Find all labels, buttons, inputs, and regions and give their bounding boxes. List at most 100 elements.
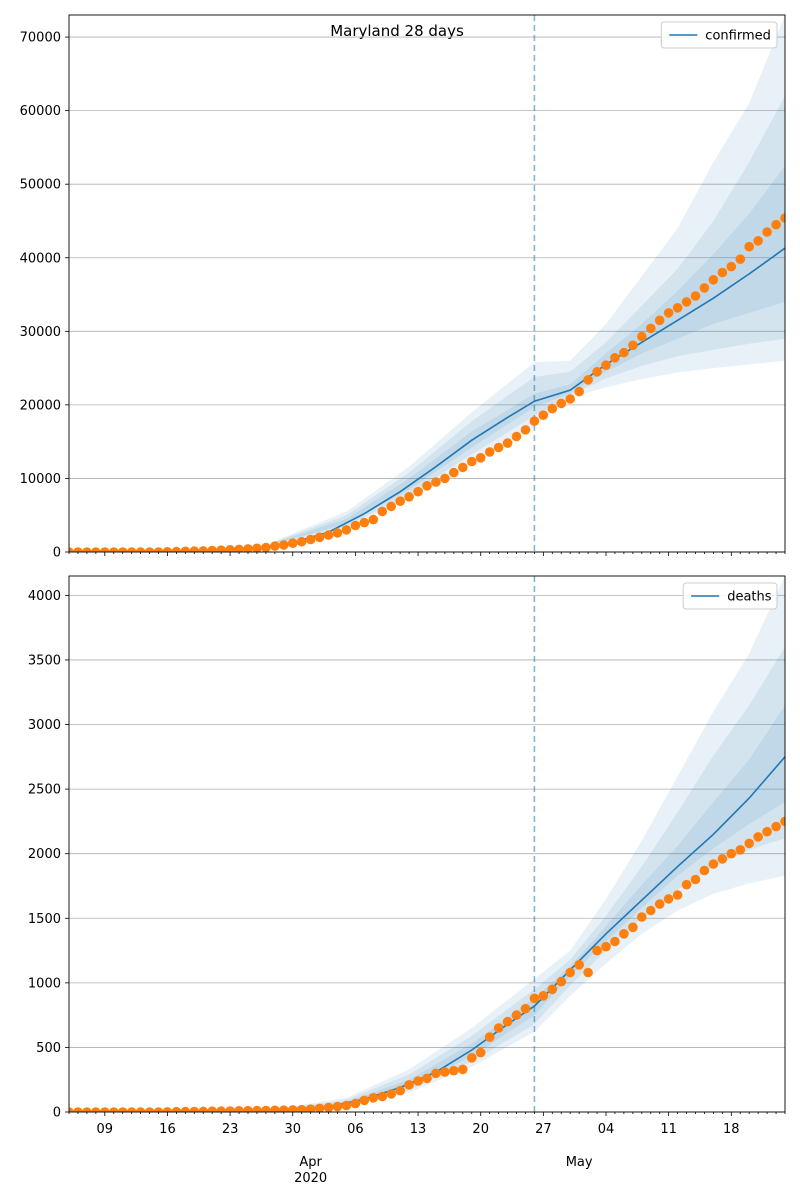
y-tick-label: 1500 (28, 912, 61, 927)
y-tick-label: 0 (53, 546, 61, 561)
observed-point (314, 532, 325, 543)
plot-area (69, 15, 799, 552)
observed-point (744, 241, 754, 252)
observed-point (699, 283, 710, 293)
observed-point (171, 1106, 182, 1112)
observed-point (789, 813, 799, 823)
y-tick-label: 4000 (28, 589, 61, 604)
observed-point (511, 1010, 522, 1020)
observed-point (270, 1105, 280, 1112)
observed-point (296, 1104, 307, 1112)
legend-label: confirmed (705, 29, 771, 44)
observed-point (699, 865, 710, 876)
observed-point (234, 1106, 244, 1112)
observed-point (762, 227, 772, 237)
observed-point (207, 545, 217, 552)
observed-point (252, 1105, 262, 1112)
observed-point (789, 207, 799, 217)
observed-point (753, 236, 763, 246)
observed-point (493, 1023, 504, 1033)
observed-point (261, 542, 271, 552)
x-tick-label: 23 (222, 1122, 239, 1137)
observed-point (314, 1103, 325, 1112)
observed-point (592, 367, 602, 377)
observed-point (619, 347, 629, 358)
observed-point (708, 275, 719, 285)
observed-point (117, 547, 128, 552)
observed-point (449, 1065, 459, 1076)
observed-point (243, 1105, 253, 1112)
observed-point (279, 1105, 289, 1112)
observed-point (323, 1102, 334, 1112)
observed-point (493, 442, 504, 453)
y-tick-label: 20000 (20, 398, 61, 413)
y-tick-label: 3500 (28, 653, 61, 668)
x-tick-label: 04 (598, 1122, 615, 1137)
observed-point (780, 213, 785, 223)
observed-point (198, 546, 209, 552)
observed-point (538, 991, 549, 1001)
uncertainty-band (274, 576, 785, 1112)
observed-point (279, 540, 289, 550)
observed-point (484, 1032, 495, 1042)
y-tick-label: 0 (53, 1106, 61, 1121)
observed-point (440, 473, 450, 484)
observed-point (270, 541, 280, 551)
observed-point (368, 1093, 379, 1103)
observed-point (556, 398, 567, 409)
legend-label: deaths (727, 590, 772, 605)
x-tick-label: 16 (159, 1122, 176, 1137)
x-month-label: Apr (299, 1155, 322, 1170)
deaths-panel: 0 500 1000 1500 2000 2500 3000 3500 4000 deaths (28, 575, 799, 1121)
x-tick-label: 20 (472, 1122, 489, 1137)
observed-point (538, 410, 549, 421)
observed-point (377, 1091, 388, 1102)
x-tick-label: 30 (284, 1122, 301, 1137)
observed-point (153, 1107, 164, 1112)
observed-point (225, 545, 235, 552)
observed-point (663, 894, 674, 904)
observed-point (663, 308, 674, 318)
observed-point (654, 315, 665, 326)
observed-point (350, 520, 361, 531)
observed-point (171, 546, 182, 552)
observed-point (135, 547, 146, 552)
observed-point (117, 1107, 128, 1112)
observed-point (762, 826, 772, 837)
observed-point (413, 1076, 423, 1086)
x-tick-label: 11 (660, 1122, 677, 1137)
observed-point (610, 936, 620, 947)
legend-box (660, 21, 778, 49)
observed-point (100, 547, 110, 552)
observed-point (646, 905, 656, 916)
observed-point (395, 1085, 406, 1096)
observed-point (332, 1101, 343, 1112)
observed-point (359, 517, 370, 528)
observed-point (637, 331, 647, 342)
observed-point (189, 1106, 200, 1112)
observed-point (780, 816, 785, 827)
observed-point (610, 353, 620, 363)
x-tick-label: 27 (535, 1122, 552, 1137)
observed-point (395, 496, 406, 507)
observed-point (162, 1107, 173, 1112)
legend: deaths (682, 582, 778, 610)
observed-point (511, 431, 522, 442)
y-tick-label: 1000 (28, 976, 61, 991)
observed-point (234, 544, 244, 552)
observed-point (100, 1107, 110, 1112)
observed-point (458, 1064, 468, 1075)
observed-point (216, 1106, 226, 1112)
y-tick-label: 2000 (28, 847, 61, 862)
observed-point (404, 1080, 414, 1090)
observed-point (332, 528, 343, 538)
observed-point (601, 941, 611, 952)
observed-point (449, 467, 459, 478)
observed-point (305, 534, 316, 545)
observed-point (574, 386, 584, 397)
observed-point (565, 394, 575, 404)
observed-point (225, 1106, 235, 1112)
observed-point (475, 1047, 486, 1058)
uncertainty-band (274, 647, 785, 1112)
observed-point (82, 1107, 92, 1112)
